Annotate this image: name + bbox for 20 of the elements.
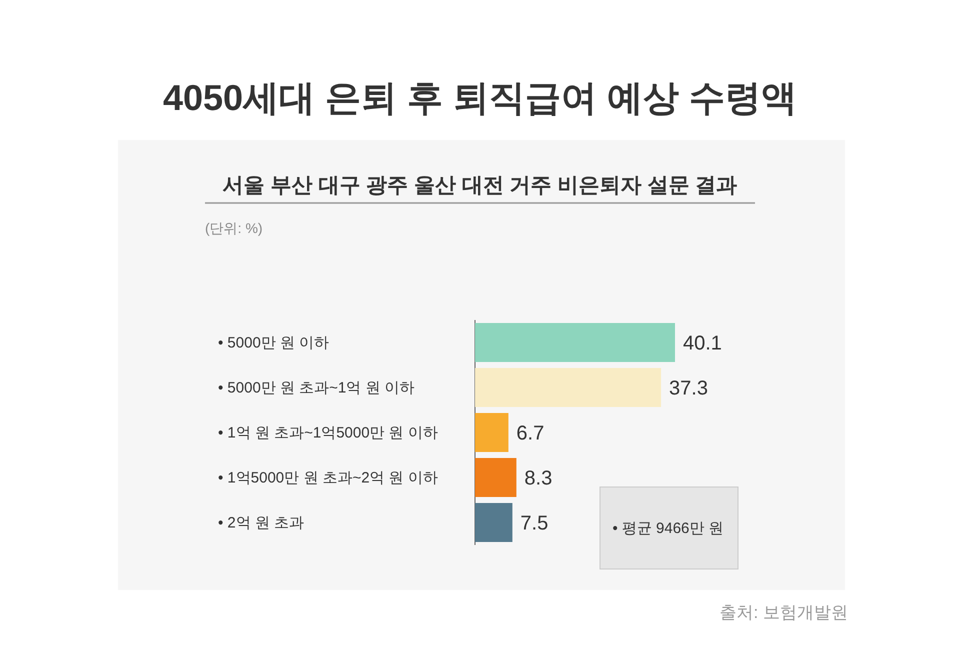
bar [475, 323, 675, 362]
bar [475, 413, 508, 452]
y-tick-label: • 1억 원 초과~1억5000만 원 이하 [218, 424, 438, 442]
y-tick-label: • 1억5000만 원 초과~2억 원 이하 [218, 470, 438, 486]
annotation: • 평균 9466만 원 [612, 520, 724, 537]
bar [475, 458, 516, 497]
data-label: 37.3 [669, 378, 708, 400]
chart-title: 4050세대 은퇴 후 퇴직급여 예상 수령액 [162, 77, 798, 118]
text: (단위: %) [205, 220, 263, 236]
data-label: 6.7 [516, 422, 544, 444]
data-label: 8.3 [524, 468, 552, 490]
bar [475, 503, 512, 542]
chart-subtitle: 서울 부산 대구 광주 울산 대전 거주 비은퇴자 설문 결과 [222, 174, 738, 197]
y-tick-label: • 5000만 원 초과~1억 원 이하 [218, 380, 415, 396]
bar [475, 368, 662, 407]
data-label: 7.5 [520, 512, 548, 534]
y-tick-label: • 5000만 원 이하 [218, 334, 330, 352]
y-tick-label: • 2억 원 초과 [218, 514, 304, 532]
source-note: 출처: 보험개발원 [720, 603, 848, 622]
data-label: 40.1 [683, 332, 722, 354]
